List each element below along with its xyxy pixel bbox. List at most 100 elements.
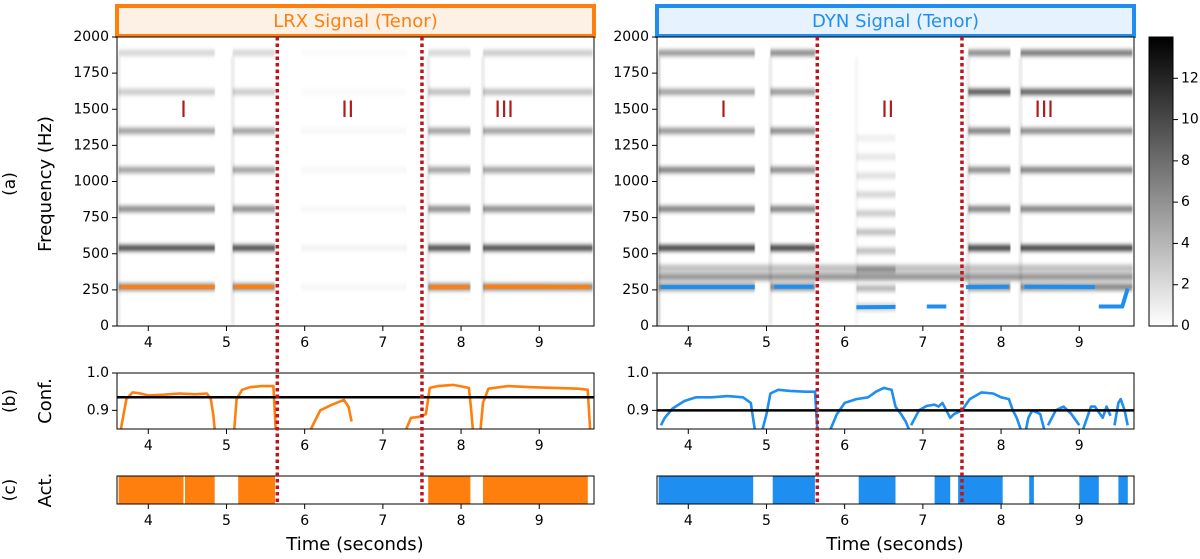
colorbar: 0 2 4 6 8 10 12 [1148, 36, 1199, 334]
onset-smear [657, 57, 661, 326]
activation-block [1118, 476, 1128, 504]
time-tick-label: 6 [840, 335, 849, 351]
freq-tick-label: 2000 [613, 29, 649, 45]
time-tick-label: 5 [222, 438, 231, 454]
harmonic-band [1020, 127, 1133, 134]
time-tick-label: 9 [1075, 513, 1084, 529]
harmonic-band [856, 247, 896, 254]
harmonic-band [232, 49, 275, 56]
time-tick-label: 9 [535, 438, 544, 454]
time-tick-label: 5 [762, 513, 771, 529]
time-tick-label: 6 [300, 335, 309, 351]
time-tick-label: 4 [144, 438, 153, 454]
onset-smear [426, 57, 431, 326]
harmonic-band [301, 128, 407, 134]
conf-tick-label: 0.9 [627, 402, 649, 418]
freq-tick-label: 1250 [613, 137, 649, 153]
harmonic-band [658, 206, 755, 212]
panel-title: LRX Signal (Tenor) [273, 11, 437, 32]
time-tick-label: 9 [535, 335, 544, 351]
harmonic-band [232, 88, 275, 95]
harmonic-band [658, 273, 1133, 281]
time-tick-label: 8 [457, 513, 466, 529]
time-tick-label: 9 [535, 513, 544, 529]
harmonic-band [1020, 49, 1133, 56]
harmonic-band [118, 88, 215, 95]
harmonic-band [1020, 88, 1133, 95]
time-tick-label: 4 [684, 438, 693, 454]
freq-tick-label: 750 [622, 210, 649, 226]
harmonic-band [118, 49, 215, 56]
time-tick-label: 4 [684, 335, 693, 351]
activation-block [238, 476, 275, 504]
time-tick-label: 7 [378, 513, 387, 529]
harmonic-band [856, 191, 896, 198]
harmonic-band [118, 127, 215, 134]
time-tick-label: 8 [997, 438, 1006, 454]
time-tick-label: 7 [378, 438, 387, 454]
harmonic-band [428, 49, 471, 56]
onset-smear [481, 57, 485, 326]
colorbar-tick-label: 10 [1181, 112, 1199, 128]
time-tick-label: 6 [300, 438, 309, 454]
freq-tick-label: 500 [82, 246, 109, 262]
harmonic-band [658, 49, 755, 56]
ylabel-activation: Act. [35, 473, 56, 508]
harmonic-band [658, 245, 755, 251]
row-label-b: (b) [0, 389, 20, 413]
harmonic-band [856, 229, 896, 236]
freq-tick-label: 750 [82, 210, 109, 226]
time-tick-label: 8 [457, 438, 466, 454]
harmonic-band [968, 166, 1011, 173]
activation-block [1029, 476, 1034, 504]
harmonic-band [856, 135, 896, 142]
harmonic-band [856, 210, 896, 217]
harmonic-band [483, 245, 593, 251]
harmonic-band [118, 245, 215, 251]
spectrogram [117, 37, 594, 326]
harmonic-band [658, 166, 755, 173]
time-tick-label: 9 [1075, 335, 1084, 351]
row-label-a: (a) [0, 172, 20, 196]
harmonic-band [770, 245, 815, 251]
harmonic-band [300, 245, 407, 251]
freq-tick-label: 0 [640, 318, 649, 334]
activation-block [658, 476, 754, 504]
harmonic-band [232, 166, 275, 173]
harmonic-band [1020, 206, 1133, 212]
conf-tick-label: 1.0 [87, 365, 109, 381]
harmonic-band [428, 245, 471, 251]
conf-tick-label: 0.9 [87, 402, 109, 418]
colorbar-tick-label: 12 [1181, 70, 1199, 86]
spectrogram-background [117, 37, 594, 326]
harmonic-band [856, 172, 896, 179]
title-box [115, 4, 596, 38]
region-label: I [720, 98, 727, 123]
region-label: II [341, 98, 354, 123]
harmonic-band [1020, 245, 1133, 251]
colorbar-tick-label: 0 [1181, 318, 1190, 334]
colorbar-tick-label: 2 [1181, 277, 1190, 293]
harmonic-band [232, 245, 275, 251]
time-tick-label: 5 [222, 335, 231, 351]
time-tick-label: 9 [1075, 438, 1084, 454]
harmonic-band [428, 166, 471, 173]
xlabel-right: Time (seconds) [825, 534, 963, 555]
freq-tick-label: 1750 [613, 65, 649, 81]
freq-tick-label: 1250 [73, 137, 109, 153]
region-label: III [494, 98, 513, 123]
harmonic-band [301, 167, 407, 173]
left-panel: LRX Signal (Tenor) 0 250 500 750 1000 1250 1500… [73, 4, 596, 529]
harmonic-band [301, 89, 407, 95]
time-tick-label: 8 [457, 335, 466, 351]
harmonic-band [968, 245, 1011, 251]
xlabel-left: Time (seconds) [285, 534, 423, 555]
region-label: I [180, 98, 187, 123]
activation-block [185, 476, 215, 504]
harmonic-band [428, 127, 471, 134]
harmonic-band [483, 49, 593, 56]
harmonic-band [856, 153, 896, 160]
onset-smear [854, 57, 858, 326]
time-tick-label: 7 [918, 335, 927, 351]
harmonic-band [483, 166, 593, 173]
